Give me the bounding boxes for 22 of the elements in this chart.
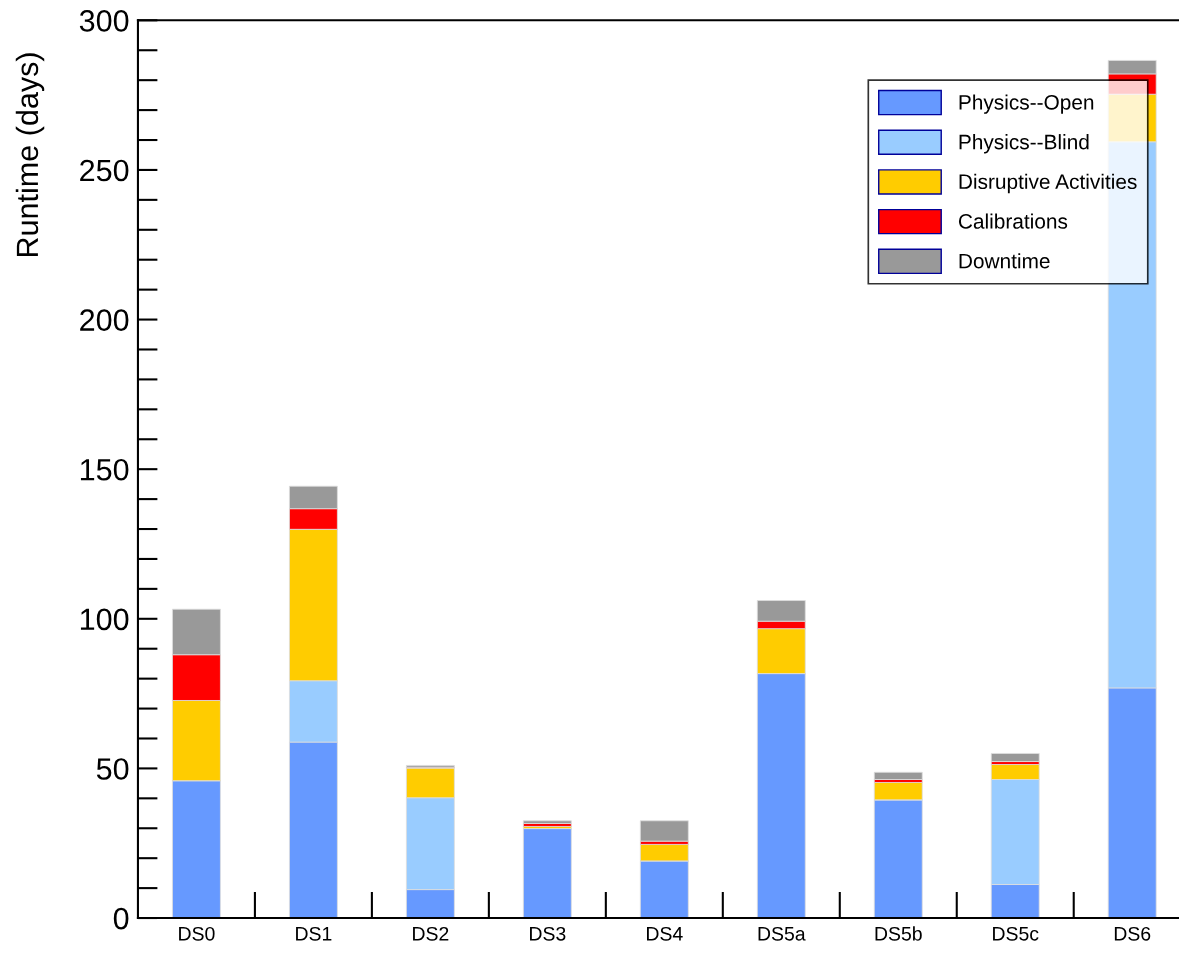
y-tick-label: 200 (80, 309, 129, 331)
x-tick-label: DS5b (875, 926, 922, 941)
y-tick-label: 300 (79, 10, 129, 32)
y-tick-label: 0 (113, 907, 129, 930)
y-tick-label: 50 (96, 758, 129, 780)
x-tick-label: DS6 (1114, 926, 1151, 941)
x-tick-label: DS5a (758, 926, 806, 941)
x-tick-label: DS0 (179, 926, 215, 941)
x-tick-label: DS5c (993, 926, 1039, 941)
legend-label: Downtime (959, 253, 1050, 269)
legend-label: Physics--Blind (959, 134, 1089, 154)
y-tick-label: 100 (80, 608, 129, 631)
y-tick-label: 250 (80, 159, 129, 182)
x-tick-label: DS1 (296, 926, 332, 941)
legend-label: Disruptive Activities (959, 173, 1137, 194)
x-tick-label: DS3 (530, 926, 566, 941)
legend-label: Calibrations (958, 213, 1068, 229)
x-tick-label: DS4 (647, 926, 683, 941)
y-axis-title: Runtime (days) (15, 53, 45, 257)
y-tick-label: 150 (80, 458, 129, 481)
x-tick-label: DS2 (413, 926, 449, 941)
legend-label: Physics--Open (959, 94, 1094, 114)
